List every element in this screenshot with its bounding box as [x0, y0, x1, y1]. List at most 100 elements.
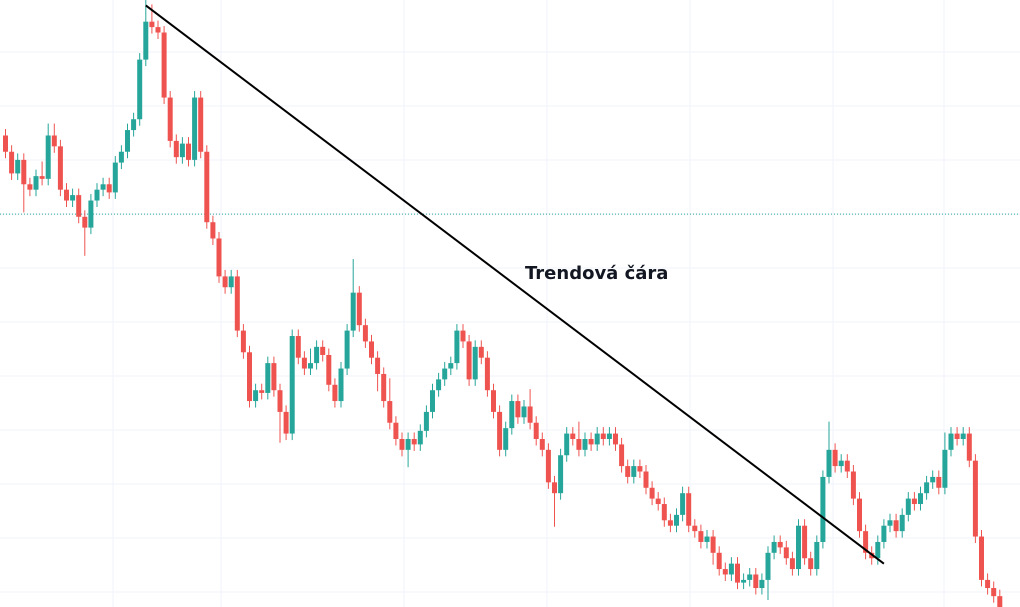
candle [466, 334, 472, 386]
candle-body [649, 487, 655, 499]
candle [777, 535, 783, 554]
candle-body [15, 159, 21, 174]
candle-body [338, 368, 344, 402]
candle-body [802, 525, 808, 559]
candle [979, 530, 984, 587]
candle [344, 324, 350, 376]
candle [332, 378, 338, 408]
candle [204, 145, 210, 229]
candle-body [924, 482, 930, 494]
candle-body [838, 460, 844, 467]
candle-body [893, 520, 899, 532]
candle-body [771, 541, 777, 553]
candle [222, 269, 228, 294]
candle [399, 432, 405, 457]
candle-body [789, 558, 795, 570]
candle-body [930, 476, 936, 483]
candle-body [716, 552, 722, 570]
candle [948, 427, 954, 457]
candle-body [192, 97, 198, 160]
candle [521, 399, 527, 424]
candle-body [741, 579, 747, 583]
candle-body [491, 390, 496, 412]
candle-body [552, 482, 557, 494]
candle [51, 123, 57, 153]
candle [509, 394, 515, 435]
candle-body [247, 352, 252, 402]
candle [954, 427, 960, 446]
candle-body [411, 438, 417, 445]
candle [198, 91, 204, 159]
candle [704, 530, 710, 549]
candle [649, 481, 655, 506]
candle-body [539, 438, 545, 450]
candle-body [753, 574, 759, 589]
candle [3, 128, 8, 159]
candle-body [972, 460, 978, 537]
candle [881, 519, 887, 549]
candle-body [27, 184, 33, 190]
candle-body [637, 466, 643, 472]
candle [985, 573, 991, 595]
candle [283, 405, 289, 441]
candle-body [39, 176, 45, 179]
candle-body [106, 184, 112, 193]
candle [167, 91, 173, 148]
candle-body [979, 536, 984, 580]
candle-body [899, 514, 905, 532]
candle-body [149, 21, 155, 28]
candle-body [118, 151, 124, 163]
candle [125, 123, 130, 159]
candle [631, 459, 637, 484]
candle-body [173, 140, 179, 158]
candle-body [21, 159, 27, 185]
candle-body [57, 146, 63, 190]
candle [747, 567, 753, 587]
candle [722, 562, 728, 581]
candle-body [698, 531, 704, 542]
candle [686, 486, 692, 533]
candle-body [759, 579, 765, 589]
candle [39, 161, 45, 186]
candle-body [454, 330, 460, 364]
candle-body [558, 455, 564, 494]
candle-body [814, 541, 820, 570]
candle [582, 432, 588, 457]
candle [155, 20, 161, 40]
candle [76, 188, 82, 224]
candle-body [94, 189, 100, 201]
candle-body [777, 541, 783, 548]
candle-body [375, 357, 381, 374]
candle-body [545, 449, 551, 483]
candle-body [735, 563, 740, 583]
candle [186, 137, 191, 167]
candle-body [405, 438, 411, 450]
candle [350, 259, 356, 338]
candle-body [436, 379, 442, 391]
candle [179, 137, 185, 164]
candle-body [381, 373, 387, 402]
candle-body [430, 390, 435, 412]
candle [680, 486, 686, 522]
candle-body [356, 292, 362, 326]
candle-body [369, 341, 374, 358]
candle-body [857, 498, 862, 532]
candle [326, 348, 332, 392]
candle [997, 589, 1003, 607]
candle-body [686, 493, 692, 526]
candle [637, 459, 643, 479]
candle-body [600, 433, 606, 439]
candle [88, 194, 94, 235]
candle [137, 53, 143, 126]
candle-body [88, 200, 94, 228]
candle [832, 443, 838, 473]
candle-body [625, 466, 631, 477]
trend-line[interactable] [145, 4, 885, 565]
candle [491, 383, 496, 419]
candle [527, 389, 533, 430]
candle [362, 318, 368, 348]
candle-body [283, 411, 289, 434]
candle-body [954, 433, 960, 439]
candle [472, 340, 478, 386]
candle-body [619, 444, 625, 467]
